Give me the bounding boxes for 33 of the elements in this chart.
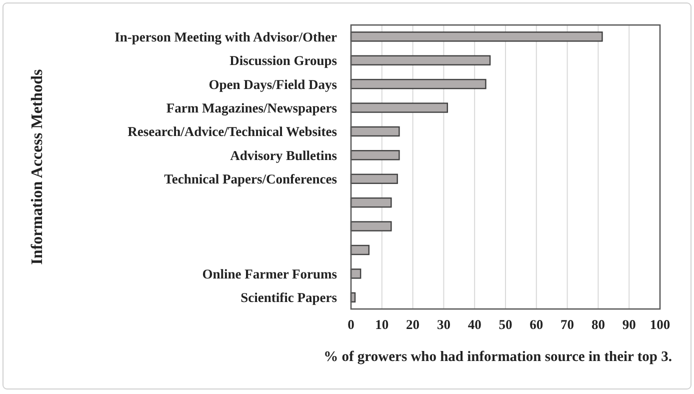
- bar: [350, 126, 400, 137]
- x-tick-label: 70: [560, 317, 574, 332]
- x-tick-label: 100: [650, 317, 670, 332]
- bar: [350, 268, 362, 279]
- bar: [350, 150, 400, 160]
- bar: [350, 221, 392, 232]
- bar: [350, 102, 448, 113]
- bar: [350, 55, 491, 66]
- x-tick-label: 90: [622, 317, 636, 332]
- y-tick-label: Discussion Groups: [230, 53, 337, 68]
- y-tick-label: Scientific Papers: [240, 290, 337, 306]
- x-tick-label: 50: [498, 317, 512, 332]
- y-tick-label: In-person Meeting with Advisor/Other: [114, 29, 337, 44]
- y-tick-label: Open Days/Field Days: [208, 76, 337, 92]
- x-tick-label: 40: [468, 317, 482, 332]
- x-tick-label: 10: [375, 317, 389, 332]
- x-tick-label: 0: [348, 317, 355, 332]
- x-tick-label: 30: [436, 317, 451, 332]
- bar: [350, 32, 603, 42]
- bar: [350, 174, 398, 184]
- y-tick-label: Technical Papers/Conferences: [164, 172, 337, 187]
- y-tick-label: Farm Magazines/Newspapers: [166, 100, 337, 116]
- x-tick-label: 60: [530, 317, 544, 332]
- y-tick-label: Online Farmer Forums: [202, 266, 337, 282]
- y-tick-label: Advisory Bulletins: [230, 148, 337, 163]
- bar: [350, 244, 370, 256]
- y-tick-label: Research/Advice/Technical Websites: [128, 124, 337, 140]
- y-axis-title: Information Access Methods: [29, 69, 46, 265]
- x-axis-title: % of growers who had information source in their top 3.: [324, 349, 672, 365]
- bar: [350, 197, 392, 208]
- bar: [350, 78, 486, 90]
- x-tick-label: 80: [591, 317, 606, 332]
- x-tick-label: 20: [406, 317, 420, 332]
